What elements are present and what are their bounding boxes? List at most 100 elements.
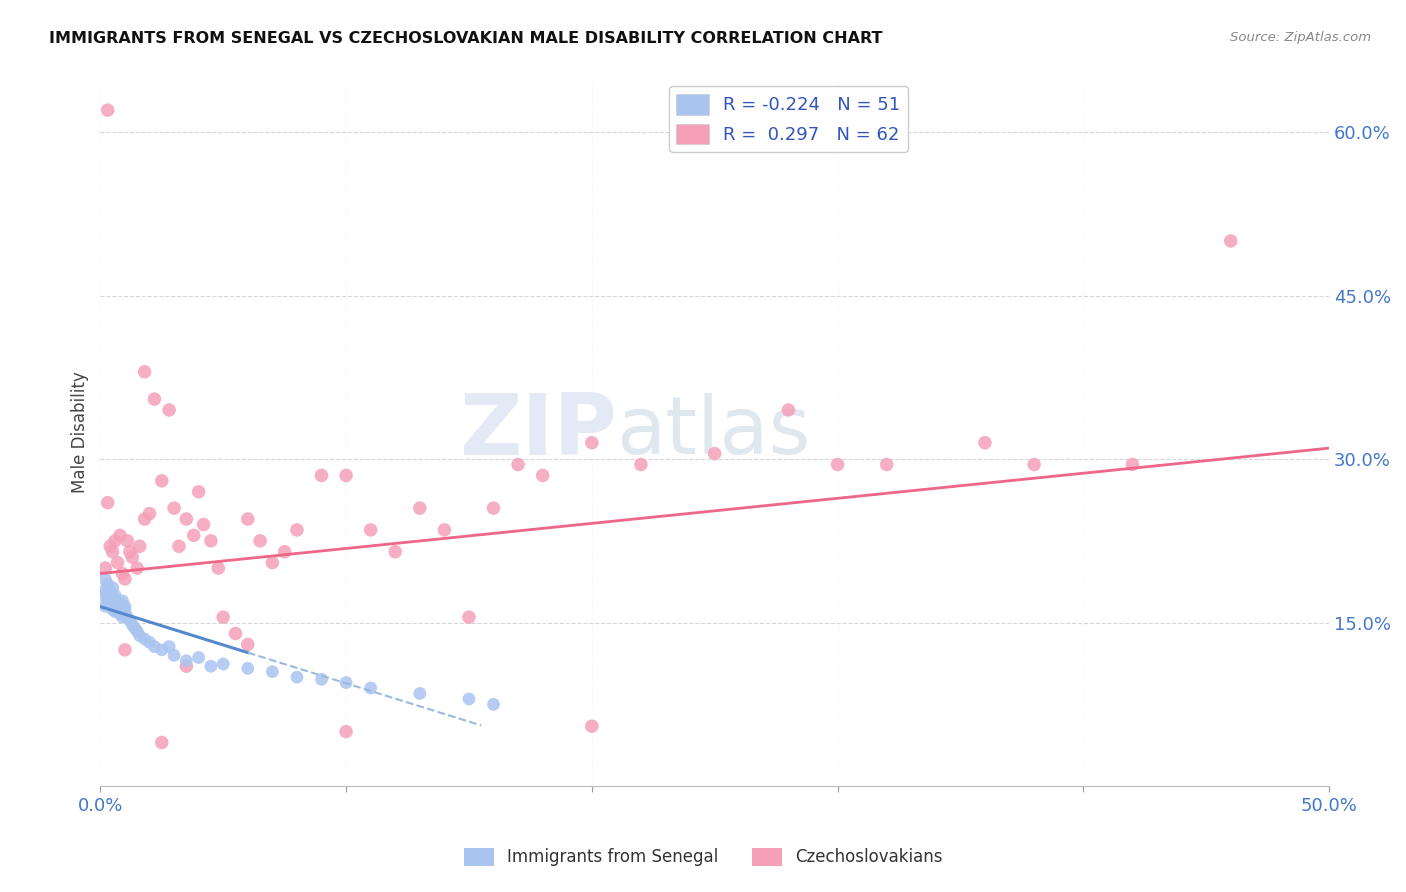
Point <box>384 545 406 559</box>
Point <box>121 550 143 565</box>
Point <box>108 607 131 621</box>
Point <box>94 572 117 586</box>
Point <box>212 657 235 671</box>
Point <box>311 673 333 687</box>
Point <box>104 588 127 602</box>
Point <box>97 577 120 591</box>
Point <box>262 556 284 570</box>
Point <box>134 365 156 379</box>
Point <box>98 585 121 599</box>
Point <box>138 635 160 649</box>
Point <box>128 629 150 643</box>
Point <box>98 539 121 553</box>
Point <box>114 572 136 586</box>
Point <box>108 528 131 542</box>
Point <box>150 474 173 488</box>
Point <box>97 496 120 510</box>
Point <box>98 596 121 610</box>
Point <box>187 484 209 499</box>
Point <box>118 614 141 628</box>
Point <box>1121 458 1143 472</box>
Point <box>458 610 481 624</box>
Text: atlas: atlas <box>616 392 811 471</box>
Point <box>117 533 139 548</box>
Point <box>94 561 117 575</box>
Point <box>150 735 173 749</box>
Point <box>200 659 222 673</box>
Point <box>114 599 136 614</box>
Point <box>236 661 259 675</box>
Point <box>163 648 186 663</box>
Point <box>176 654 198 668</box>
Point <box>150 643 173 657</box>
Point <box>531 468 554 483</box>
Point <box>360 681 382 695</box>
Point <box>506 458 529 472</box>
Point <box>111 610 134 624</box>
Point <box>974 435 997 450</box>
Point <box>630 458 652 472</box>
Point <box>104 605 127 619</box>
Point <box>311 468 333 483</box>
Point <box>236 512 259 526</box>
Point <box>97 594 120 608</box>
Point <box>167 539 190 553</box>
Point <box>101 602 124 616</box>
Point <box>114 607 136 621</box>
Legend: R = -0.224   N = 51, R =  0.297   N = 62: R = -0.224 N = 51, R = 0.297 N = 62 <box>669 87 908 152</box>
Point <box>104 533 127 548</box>
Point <box>581 435 603 450</box>
Point <box>703 447 725 461</box>
Point <box>236 637 259 651</box>
Point <box>458 692 481 706</box>
Point <box>482 698 505 712</box>
Text: IMMIGRANTS FROM SENEGAL VS CZECHOSLOVAKIAN MALE DISABILITY CORRELATION CHART: IMMIGRANTS FROM SENEGAL VS CZECHOSLOVAKI… <box>49 31 883 46</box>
Point <box>157 403 180 417</box>
Point <box>360 523 382 537</box>
Point <box>114 643 136 657</box>
Point <box>876 458 898 472</box>
Point <box>176 512 198 526</box>
Y-axis label: Male Disability: Male Disability <box>72 371 89 492</box>
Point <box>176 659 198 673</box>
Point <box>193 517 215 532</box>
Point <box>249 533 271 548</box>
Point <box>143 640 166 654</box>
Point <box>97 103 120 117</box>
Point <box>97 588 120 602</box>
Text: Source: ZipAtlas.com: Source: ZipAtlas.com <box>1230 31 1371 45</box>
Point <box>127 561 149 575</box>
Point <box>207 561 229 575</box>
Point <box>117 610 139 624</box>
Point <box>163 501 186 516</box>
Point <box>143 392 166 406</box>
Point <box>482 501 505 516</box>
Point <box>124 621 146 635</box>
Point <box>101 545 124 559</box>
Point <box>107 556 129 570</box>
Point <box>224 626 246 640</box>
Point <box>409 686 432 700</box>
Point <box>114 602 136 616</box>
Point <box>200 533 222 548</box>
Point <box>409 501 432 516</box>
Point <box>285 523 308 537</box>
Point <box>101 581 124 595</box>
Point <box>1219 234 1241 248</box>
Point <box>121 617 143 632</box>
Point <box>262 665 284 679</box>
Point <box>335 468 357 483</box>
Point <box>157 640 180 654</box>
Point <box>107 599 129 614</box>
Point <box>285 670 308 684</box>
Point <box>183 528 205 542</box>
Point <box>101 591 124 606</box>
Point <box>107 594 129 608</box>
Point <box>335 724 357 739</box>
Point <box>98 591 121 606</box>
Point <box>134 512 156 526</box>
Point <box>187 650 209 665</box>
Point <box>1024 458 1046 472</box>
Point <box>94 599 117 614</box>
Point <box>433 523 456 537</box>
